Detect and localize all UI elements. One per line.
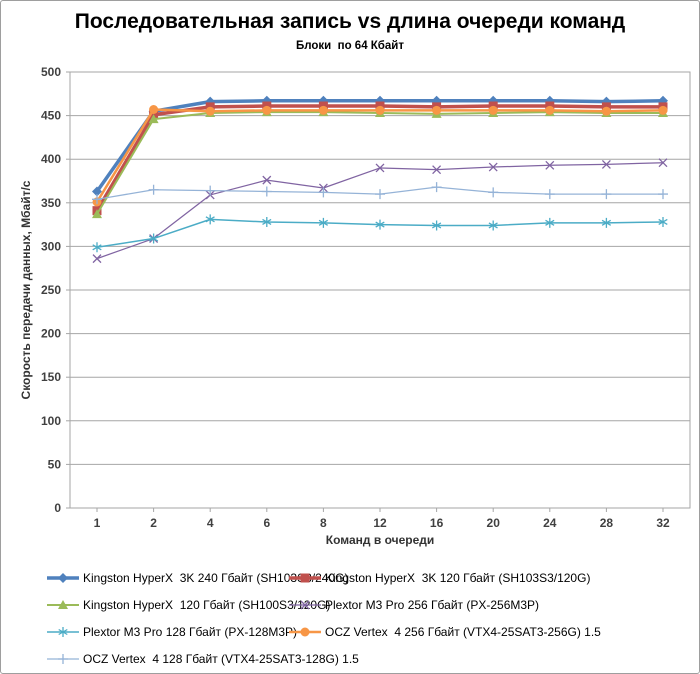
svg-text:500: 500 [41, 65, 61, 79]
legend-item: Kingston HyperX 3K 120 Гбайт (SH103S3/12… [288, 570, 696, 586]
legend-item-label: Plextor M3 Pro 128 Гбайт (PX-128M3P) [83, 624, 298, 639]
svg-text:200: 200 [41, 327, 61, 341]
gridlines [69, 71, 691, 509]
y-axis-title: Скорость передачи данных, Мбайт/с [19, 180, 33, 399]
svg-text:0: 0 [54, 501, 61, 515]
legend-item-label: Kingston HyperX 3K 240 Гбайт (SH103S3/24… [83, 570, 349, 585]
svg-text:12: 12 [373, 516, 387, 530]
series-marker-icon [289, 573, 321, 582]
legend-item: Kingston HyperX 3K 240 Гбайт (SH103S3/24… [46, 570, 348, 586]
svg-text:400: 400 [41, 152, 61, 166]
legend-item-label: Kingston HyperX 3K 120 Гбайт (SH103S3/12… [325, 570, 591, 585]
legend-item-label: Kingston HyperX 120 Гбайт (SH100S3/120G) [83, 597, 331, 612]
series-marker-icon [47, 626, 79, 637]
legend-item: OCZ Vertex 4 256 Гбайт (VTX4-25SAT3-256G… [288, 624, 696, 640]
chart-subtitle: Блоки по 64 Кбайт [295, 40, 405, 52]
svg-text:4: 4 [207, 516, 214, 530]
svg-text:28: 28 [600, 516, 614, 530]
svg-text:20: 20 [487, 516, 501, 530]
data-series [92, 95, 668, 264]
series-marker-icon [47, 653, 79, 664]
legend-item-label: OCZ Vertex 4 128 Гбайт (VTX4-25SAT3-128G… [83, 651, 359, 666]
svg-text:2: 2 [150, 516, 157, 530]
svg-text:250: 250 [41, 283, 61, 297]
legend: Kingston HyperX 3K 240 Гбайт (SH103S3/24… [46, 564, 696, 672]
series-marker-icon [289, 627, 321, 636]
legend-item: OCZ Vertex 4 128 Гбайт (VTX4-25SAT3-128G… [46, 651, 359, 667]
legend-item-label: Plextor M3 Pro 256 Гбайт (PX-256M3P) [325, 597, 540, 612]
svg-text:350: 350 [41, 196, 61, 210]
legend-item: Kingston HyperX 120 Гбайт (SH100S3/120G) [46, 597, 330, 613]
series-marker-icon [47, 572, 79, 583]
svg-text:32: 32 [656, 516, 670, 530]
legend-item: Plextor M3 Pro 128 Гбайт (PX-128M3P) [46, 624, 297, 640]
svg-text:50: 50 [48, 457, 62, 471]
svg-text:300: 300 [41, 239, 61, 253]
chart-title: Последовательная запись vs длина очереди… [74, 10, 626, 33]
legend-item-label: OCZ Vertex 4 256 Гбайт (VTX4-25SAT3-256G… [325, 624, 601, 639]
x-axis-title: Команд в очереди [326, 533, 434, 547]
svg-text:150: 150 [41, 370, 61, 384]
svg-text:100: 100 [41, 414, 61, 428]
svg-text:16: 16 [430, 516, 444, 530]
svg-text:24: 24 [543, 516, 557, 530]
series-marker-icon [47, 599, 79, 609]
legend-item: Plextor M3 Pro 256 Гбайт (PX-256M3P) [288, 597, 696, 613]
svg-text:450: 450 [41, 109, 61, 123]
svg-text:8: 8 [320, 516, 327, 530]
series-marker-icon [289, 600, 321, 609]
svg-text:1: 1 [94, 516, 101, 530]
svg-text:6: 6 [263, 516, 270, 530]
